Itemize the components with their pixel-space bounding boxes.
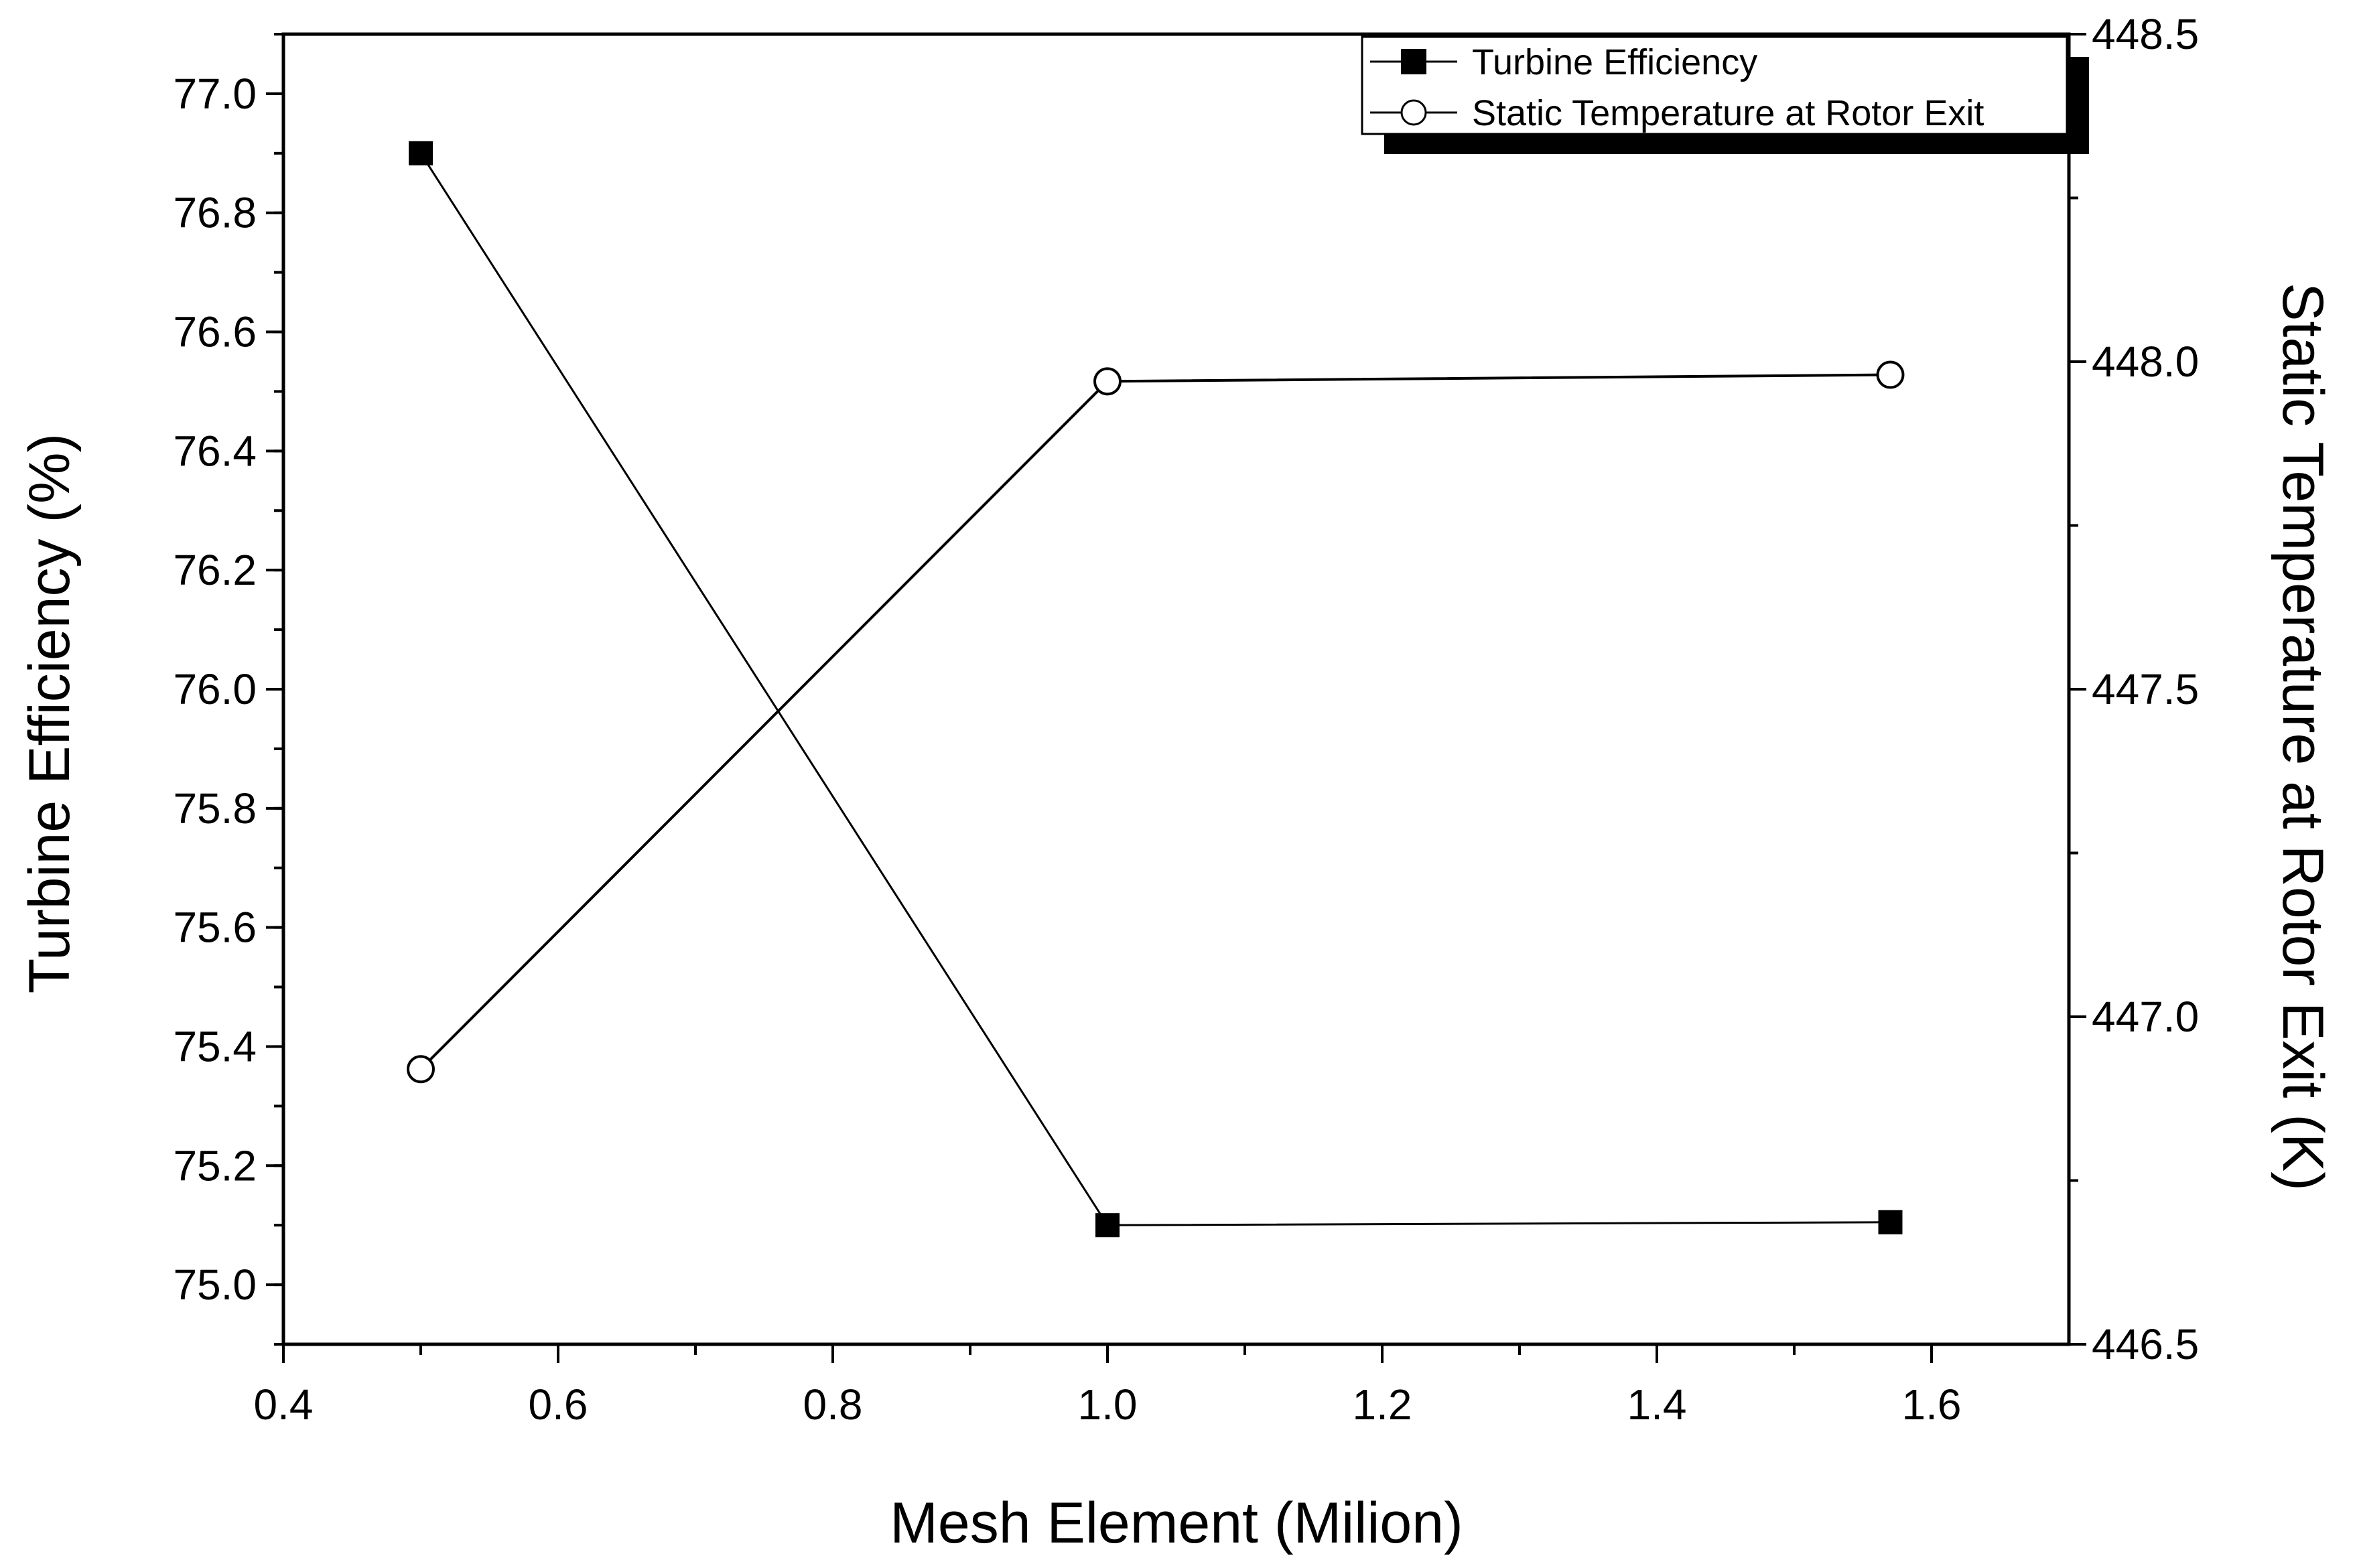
legend-marker-filled-square xyxy=(1401,49,1426,74)
y-right-tick-label: 447.0 xyxy=(2092,993,2199,1041)
x-tick-label: 0.6 xyxy=(529,1380,588,1429)
legend-marker-open-circle xyxy=(1400,99,1427,126)
legend-item-turbine-efficiency: Turbine Efficiency xyxy=(1370,42,1757,82)
y-right-tick-label: 446.5 xyxy=(2092,1320,2199,1368)
series-layer xyxy=(407,141,1905,1238)
static-temperature-point xyxy=(407,1055,435,1084)
y-left-axis-ticks: 75.0 75.2 75.4 75.6 75.8 76.0 76.2 76.4 76.6 76.8… xyxy=(173,33,283,1346)
y-right-axis-ticks: 446.5 447.0 447.5 448.0 448.5 xyxy=(2069,10,2199,1368)
y-left-tick-label: 76.4 xyxy=(173,427,257,475)
static-temperature-point xyxy=(1093,367,1122,396)
x-tick-label: 1.6 xyxy=(1902,1380,1962,1429)
y-left-tick-label: 75.8 xyxy=(173,784,257,833)
turbine-efficiency-point xyxy=(409,141,433,165)
x-tick-label: 1.4 xyxy=(1627,1380,1687,1429)
x-tick-label: 1.2 xyxy=(1353,1380,1412,1429)
legend-box xyxy=(1361,35,2068,135)
y-right-tick-label: 447.5 xyxy=(2092,665,2199,713)
y-right-tick-label: 448.0 xyxy=(2092,338,2199,386)
y-left-tick-label: 76.0 xyxy=(173,665,257,713)
legend-item-static-temperature: Static Temperature at Rotor Exit xyxy=(1370,93,1984,133)
x-tick-label: 1.0 xyxy=(1078,1380,1138,1429)
y-left-tick-label: 76.8 xyxy=(173,189,257,237)
y-left-tick-label: 75.4 xyxy=(173,1022,257,1070)
legend-label-static-temperature: Static Temperature at Rotor Exit xyxy=(1472,93,1984,133)
x-tick-label: 0.8 xyxy=(803,1380,863,1429)
x-axis-title: Mesh Element (Milion) xyxy=(890,1491,1463,1555)
y-right-axis-title: Static Temperature at Rotor Exit (K) xyxy=(2271,283,2335,1191)
legend-label-turbine-efficiency: Turbine Efficiency xyxy=(1472,42,1757,82)
turbine-efficiency-point xyxy=(1878,1210,1903,1234)
y-left-tick-label: 75.2 xyxy=(173,1141,257,1190)
y-left-tick-label: 75.0 xyxy=(173,1261,257,1309)
legend: Turbine Efficiency Static Temperature at… xyxy=(1361,35,2089,154)
y-left-tick-label: 76.6 xyxy=(173,308,257,356)
static-temperature-point xyxy=(1876,360,1905,389)
x-axis-ticks: 0.4 0.6 0.8 1.0 1.2 1.4 1.6 xyxy=(254,1344,1962,1429)
y-right-tick-label: 448.5 xyxy=(2092,10,2199,58)
y-left-tick-label: 76.2 xyxy=(173,546,257,594)
y-left-axis-title: Turbine Efficiency (%) xyxy=(17,433,82,993)
turbine-efficiency-point xyxy=(1095,1213,1120,1238)
plot-area xyxy=(281,32,2071,1346)
y-left-tick-label: 77.0 xyxy=(173,70,257,118)
x-tick-label: 0.4 xyxy=(254,1380,314,1429)
y-left-tick-label: 75.6 xyxy=(173,904,257,952)
